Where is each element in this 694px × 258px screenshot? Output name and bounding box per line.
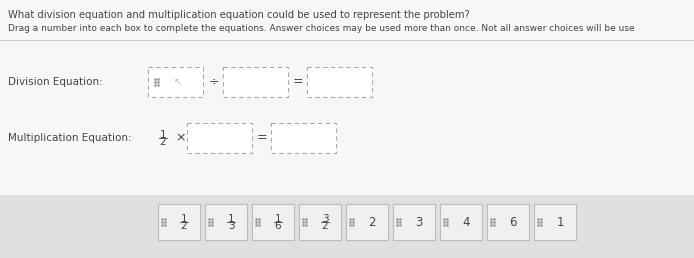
Text: 3: 3 [228,221,235,231]
Text: 2: 2 [369,215,375,229]
Text: 1: 1 [160,130,167,140]
Bar [393,204,435,240]
Bar [346,204,388,240]
Text: 1: 1 [180,214,187,224]
Text: 2: 2 [160,137,167,147]
Text: ÷: ÷ [209,76,219,88]
Text: What division equation and multiplication equation could be used to represent th: What division equation and multiplicatio… [8,10,470,20]
Bar [271,123,336,153]
Text: 1: 1 [557,215,564,229]
Text: =: = [257,132,268,144]
Bar [534,204,576,240]
Text: 3: 3 [415,215,423,229]
Text: 1: 1 [228,214,235,224]
Text: ×: × [175,132,185,144]
Bar [148,67,203,97]
Text: 6: 6 [275,221,281,231]
Bar [158,204,200,240]
Text: 6: 6 [509,215,517,229]
Bar [187,123,252,153]
Text: Drag a number into each box to complete the equations. Answer choices may be use: Drag a number into each box to complete … [8,24,634,33]
Text: 2: 2 [180,221,187,231]
Bar [307,67,372,97]
Text: Multiplication Equation:: Multiplication Equation: [8,133,132,143]
Text: 4: 4 [462,215,470,229]
Bar [0,195,694,258]
Bar [440,204,482,240]
Bar [205,204,247,240]
Bar [252,204,294,240]
Text: ↖: ↖ [174,77,182,87]
Text: 1: 1 [275,214,281,224]
Bar [299,204,341,240]
Bar [0,0,694,195]
Text: =: = [293,76,303,88]
Text: 2: 2 [322,221,328,231]
Text: Division Equation:: Division Equation: [8,77,103,87]
Bar [223,67,288,97]
Text: 3: 3 [322,214,328,224]
Bar [487,204,529,240]
